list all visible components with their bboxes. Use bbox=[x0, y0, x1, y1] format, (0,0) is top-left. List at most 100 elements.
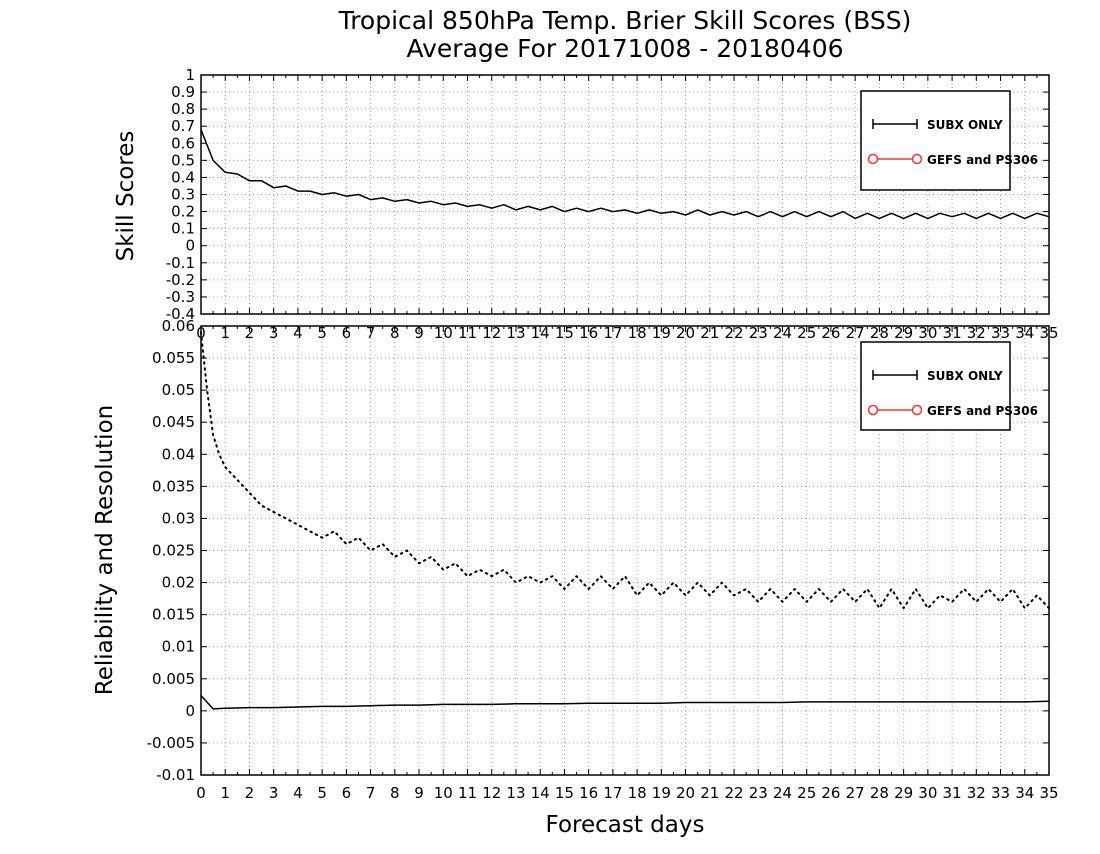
top-y-tick-label: 1 bbox=[185, 66, 195, 84]
top-x-tick-label: 34 bbox=[1015, 324, 1034, 342]
top-y-tick-label: 0.3 bbox=[171, 186, 195, 204]
top-x-tick-label: 31 bbox=[943, 324, 962, 342]
bottom-x-tick-label: 31 bbox=[943, 784, 962, 802]
bottom-x-tick-label: 20 bbox=[676, 784, 695, 802]
top-x-tick-label: 27 bbox=[846, 324, 865, 342]
top-y-tick-label: -0.4 bbox=[166, 305, 195, 323]
chart-title-line2: Average For 20171008 - 20180406 bbox=[406, 34, 843, 63]
bottom-x-tick-label: 22 bbox=[724, 784, 743, 802]
bottom-y-tick-label: 0.005 bbox=[152, 670, 195, 688]
top-y-tick-label: 0 bbox=[185, 237, 195, 255]
bottom-y-tick-label: 0.01 bbox=[162, 638, 195, 656]
bottom-x-tick-label: 3 bbox=[269, 784, 279, 802]
bottom-x-tick-label: 5 bbox=[317, 784, 327, 802]
top-y-tick-label: -0.1 bbox=[166, 254, 195, 272]
bottom-x-tick-label: 19 bbox=[652, 784, 671, 802]
bottom-x-tick-label: 9 bbox=[414, 784, 424, 802]
bottom-panel: 0.060.0550.050.0450.040.0350.030.0250.02… bbox=[147, 317, 1059, 802]
bottom-x-tick-label: 34 bbox=[1015, 784, 1034, 802]
bottom-x-tick-label: 14 bbox=[531, 784, 550, 802]
top-x-tick-label: 19 bbox=[652, 324, 671, 342]
top-x-tick-label: 17 bbox=[603, 324, 622, 342]
top-y-tick-label: 0.7 bbox=[171, 117, 195, 135]
top-x-tick-label: 11 bbox=[458, 324, 477, 342]
bottom-legend-marker bbox=[867, 404, 879, 416]
bottom-y-tick-label: 0.035 bbox=[152, 477, 195, 495]
bottom-y-tick-label: 0.05 bbox=[162, 381, 195, 399]
top-x-tick-label: 6 bbox=[342, 324, 352, 342]
top-x-tick-label: 2 bbox=[245, 324, 255, 342]
bottom-x-tick-label: 4 bbox=[293, 784, 303, 802]
bottom-y-tick-label: 0.04 bbox=[162, 445, 195, 463]
top-x-tick-label: 29 bbox=[894, 324, 913, 342]
bottom-x-tick-label: 13 bbox=[506, 784, 525, 802]
x-axis-label: Forecast days bbox=[546, 812, 705, 838]
top-x-tick-label: 26 bbox=[821, 324, 840, 342]
bottom-x-tick-label: 0 bbox=[196, 784, 206, 802]
bottom-x-tick-label: 32 bbox=[967, 784, 986, 802]
bottom-x-tick-label: 6 bbox=[342, 784, 352, 802]
top-x-tick-label: 24 bbox=[773, 324, 792, 342]
bottom-x-tick-label: 17 bbox=[603, 784, 622, 802]
bottom-x-tick-label: 35 bbox=[1039, 784, 1058, 802]
top-x-tick-label: 10 bbox=[434, 324, 453, 342]
bottom-x-tick-label: 16 bbox=[579, 784, 598, 802]
top-x-tick-label: 1 bbox=[220, 324, 230, 342]
bottom-x-tick-label: 18 bbox=[628, 784, 647, 802]
bottom-x-tick-label: 25 bbox=[797, 784, 816, 802]
top-y-tick-label: 0.4 bbox=[171, 168, 195, 186]
bottom-y-tick-label: 0.025 bbox=[152, 542, 195, 560]
bottom-y-tick-label: -0.01 bbox=[156, 766, 195, 784]
top-legend-label: GEFS and PS306 bbox=[927, 153, 1038, 167]
top-y-tick-label: 0.5 bbox=[171, 151, 195, 169]
bottom-x-tick-label: 21 bbox=[700, 784, 719, 802]
top-x-tick-label: 20 bbox=[676, 324, 695, 342]
bottom-x-tick-label: 24 bbox=[773, 784, 792, 802]
bottom-x-tick-label: 8 bbox=[390, 784, 400, 802]
top-x-tick-label: 33 bbox=[991, 324, 1010, 342]
bottom-x-tick-label: 15 bbox=[555, 784, 574, 802]
bottom-y-axis-label: Reliability and Resolution bbox=[92, 405, 118, 695]
bottom-legend-label: GEFS and PS306 bbox=[927, 404, 1038, 418]
top-x-tick-label: 14 bbox=[531, 324, 550, 342]
top-x-tick-label: 23 bbox=[749, 324, 768, 342]
top-legend-label: SUBX ONLY bbox=[927, 118, 1003, 132]
bottom-y-tick-label: 0 bbox=[185, 702, 195, 720]
bottom-x-tick-label: 2 bbox=[245, 784, 255, 802]
bottom-x-tick-label: 27 bbox=[846, 784, 865, 802]
top-legend-marker bbox=[911, 153, 923, 165]
top-x-tick-label: 7 bbox=[366, 324, 376, 342]
top-y-tick-label: 0.1 bbox=[171, 220, 195, 238]
top-x-tick-label: 5 bbox=[317, 324, 327, 342]
bottom-x-tick-label: 10 bbox=[434, 784, 453, 802]
top-x-tick-label: 21 bbox=[700, 324, 719, 342]
top-y-tick-label: 0.6 bbox=[171, 134, 195, 152]
bottom-y-tick-label: 0.06 bbox=[162, 317, 195, 335]
top-legend-marker bbox=[867, 153, 879, 165]
top-panel: 10.90.80.70.60.50.40.30.20.10-0.1-0.2-0.… bbox=[166, 66, 1059, 342]
bottom-x-tick-label: 7 bbox=[366, 784, 376, 802]
bottom-legend-box bbox=[860, 341, 1011, 431]
bottom-x-tick-label: 1 bbox=[220, 784, 230, 802]
top-legend-box bbox=[860, 90, 1011, 191]
top-x-tick-label: 22 bbox=[724, 324, 743, 342]
chart-title-line1: Tropical 850hPa Temp. Brier Skill Scores… bbox=[338, 6, 912, 35]
bottom-x-tick-label: 29 bbox=[894, 784, 913, 802]
top-x-tick-label: 28 bbox=[870, 324, 889, 342]
bottom-series-line-1 bbox=[200, 694, 1050, 710]
bottom-y-tick-label: 0.015 bbox=[152, 606, 195, 624]
top-x-tick-label: 8 bbox=[390, 324, 400, 342]
bottom-y-tick-label: 0.045 bbox=[152, 413, 195, 431]
top-y-tick-label: 0.2 bbox=[171, 203, 195, 221]
top-y-tick-label: -0.2 bbox=[166, 271, 195, 289]
bottom-y-tick-label: 0.03 bbox=[162, 509, 195, 527]
bottom-x-tick-label: 33 bbox=[991, 784, 1010, 802]
bottom-x-tick-label: 26 bbox=[821, 784, 840, 802]
top-x-tick-label: 9 bbox=[414, 324, 424, 342]
top-x-tick-label: 25 bbox=[797, 324, 816, 342]
top-x-tick-label: 18 bbox=[628, 324, 647, 342]
top-series-line-0 bbox=[200, 129, 1050, 220]
top-x-tick-label: 15 bbox=[555, 324, 574, 342]
